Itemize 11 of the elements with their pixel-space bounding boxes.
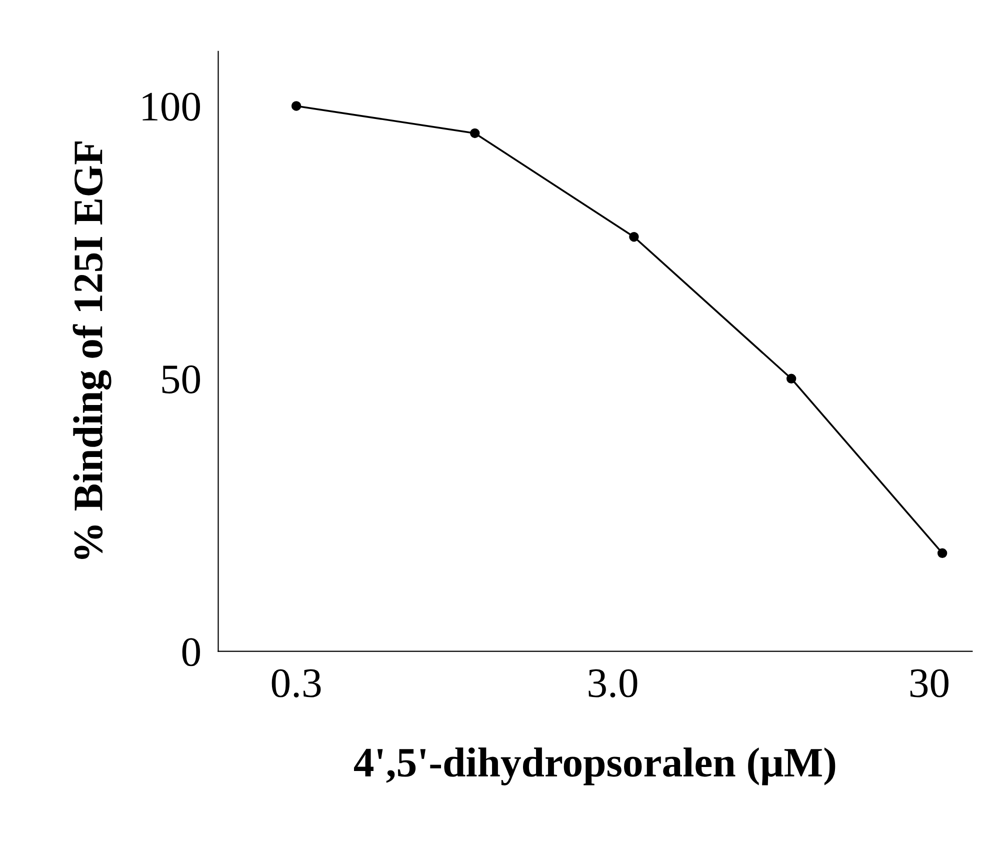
y-tick-label: 50 [162, 365, 200, 394]
point [470, 128, 480, 138]
x-tick-label: 3.0 [588, 669, 638, 698]
y-tick-label: 100 [142, 92, 200, 121]
y-tick-label: 0 [182, 638, 200, 666]
x-tick-label: 0.3 [272, 669, 321, 698]
point [786, 374, 796, 384]
point [629, 232, 639, 242]
y-axis-title: % Binding of 125I EGF [72, 142, 112, 559]
x-tick-label: 30 [910, 669, 948, 698]
x-axis-title: 4',5'-dihydropsoralen (μM) [354, 747, 836, 786]
